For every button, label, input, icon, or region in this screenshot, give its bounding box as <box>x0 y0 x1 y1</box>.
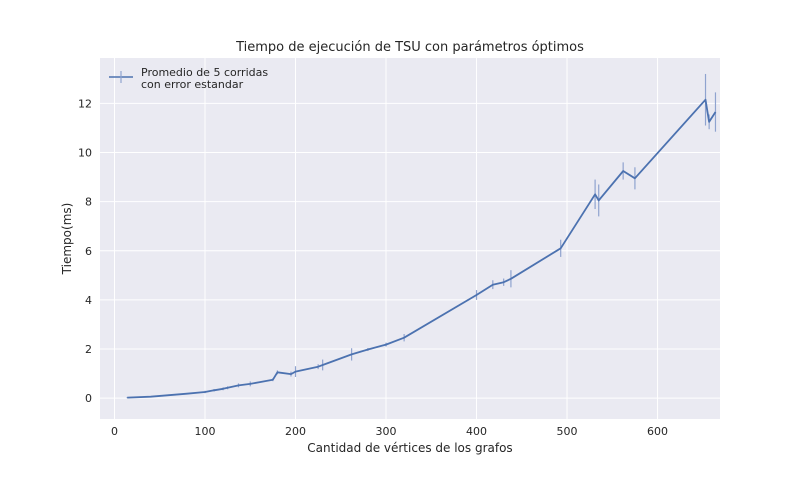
plot-background <box>100 58 720 419</box>
x-axis-label: Cantidad de vértices de los grafos <box>307 441 512 455</box>
y-tick-label: 10 <box>78 147 92 160</box>
x-tick-label: 500 <box>557 425 578 438</box>
y-tick-label: 0 <box>85 392 92 405</box>
y-tick-label: 8 <box>85 196 92 209</box>
y-tick-label: 4 <box>85 294 92 307</box>
y-tick-label: 6 <box>85 245 92 258</box>
legend-label-line: con error estandar <box>141 78 244 91</box>
series-line <box>127 98 717 399</box>
x-tick-labels: 0 100 200 300 400 500 600 <box>111 425 668 438</box>
legend: Promedio de 5 corridas con error estandar <box>109 66 268 91</box>
x-tick-label: 200 <box>285 425 306 438</box>
x-tick-label: 400 <box>466 425 487 438</box>
y-axis-label: Tiempo(ms) <box>60 203 74 276</box>
x-tick-label: 0 <box>111 425 118 438</box>
y-tick-label: 2 <box>85 343 92 356</box>
legend-label: Promedio de 5 corridas con error estandar <box>141 66 268 91</box>
x-tick-label: 100 <box>194 425 215 438</box>
x-tick-label: 300 <box>376 425 397 438</box>
series-lines <box>127 98 717 399</box>
y-tick-labels: 0 2 4 6 8 10 12 <box>78 97 92 405</box>
x-tick-label: 600 <box>647 425 668 438</box>
legend-label-line: Promedio de 5 corridas <box>141 66 268 79</box>
chart-title: Tiempo de ejecución de TSU con parámetro… <box>235 40 584 55</box>
y-tick-label: 12 <box>78 97 92 110</box>
